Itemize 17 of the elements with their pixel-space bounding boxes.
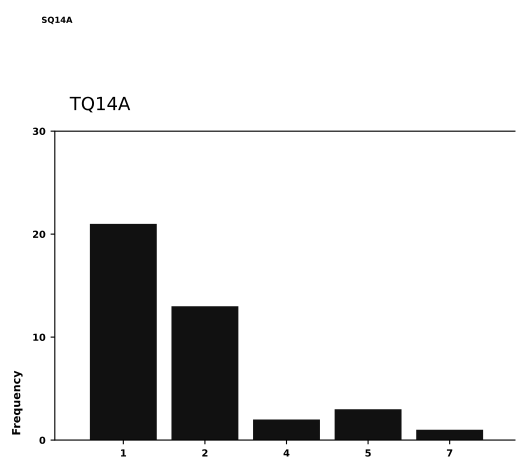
x-tick-label: 2 <box>202 449 208 457</box>
x-tick-label: 1 <box>121 449 126 457</box>
y-tick-label: 0 <box>39 436 46 444</box>
y-tick-label: 30 <box>32 128 46 135</box>
bar <box>90 224 157 440</box>
x-tick-label: 7 <box>446 449 452 457</box>
x-tick-label: 4 <box>284 449 290 457</box>
x-tick-label: 5 <box>365 449 371 457</box>
bar <box>171 306 238 440</box>
bar <box>334 409 402 440</box>
y-axis-title: Frequency <box>12 370 23 435</box>
chart-subtitle: TQ14A <box>70 96 130 112</box>
chart-title: SQ14A <box>42 16 72 24</box>
bar <box>253 419 320 440</box>
y-tick-label: 20 <box>33 230 46 238</box>
bar <box>416 430 484 440</box>
y-tick-label: 10 <box>33 334 46 341</box>
